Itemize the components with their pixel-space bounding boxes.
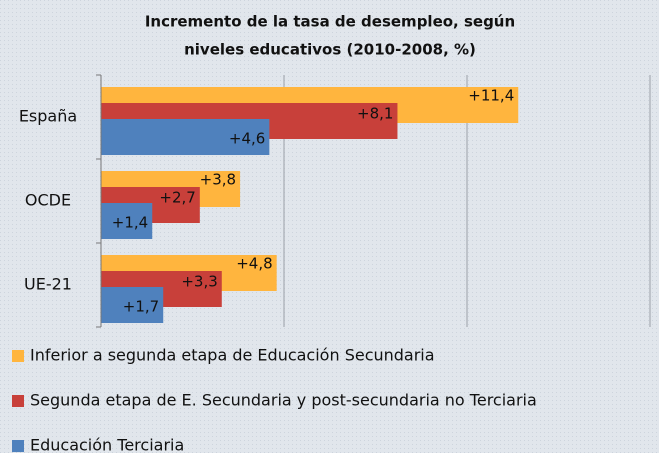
data-label: +4,6: [229, 130, 265, 148]
bar: [101, 203, 153, 239]
y-tick-label: UE-21: [24, 275, 72, 294]
chart-title: niveles educativos (2010-2008, %): [184, 41, 476, 59]
legend-swatch: [12, 350, 24, 362]
chart-title: Incremento de la tasa de desempleo, segú…: [145, 13, 515, 31]
bar: [101, 287, 164, 323]
data-label: +4,8: [236, 255, 272, 273]
data-label: +1,4: [112, 214, 148, 232]
data-label: +3,3: [181, 273, 217, 291]
data-label: +1,7: [123, 298, 159, 316]
data-label: +11,4: [468, 87, 514, 105]
legend-swatch: [12, 395, 24, 407]
legend-label: Inferior a segunda etapa de Educación Se…: [30, 346, 435, 365]
legend-label: Segunda etapa de E. Secundaria y post-se…: [30, 391, 537, 410]
y-tick-label: OCDE: [25, 191, 71, 210]
y-tick-label: España: [19, 107, 77, 126]
data-label: +2,7: [159, 189, 195, 207]
data-label: +3,8: [200, 171, 236, 189]
bar: [101, 119, 270, 155]
data-label: +8,1: [357, 105, 393, 123]
legend-label: Educación Terciaria: [30, 436, 184, 453]
legend-swatch: [12, 440, 24, 452]
